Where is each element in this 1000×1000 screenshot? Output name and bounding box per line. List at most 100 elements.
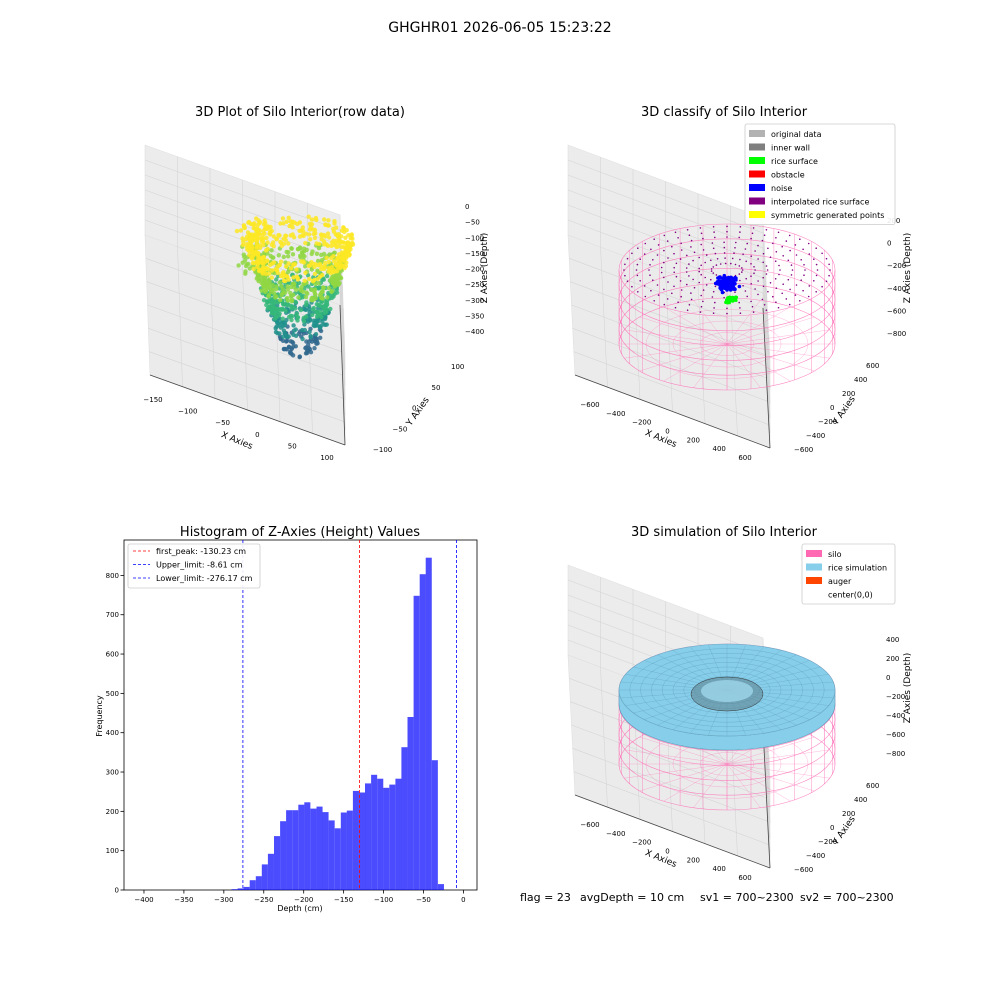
raw-data-point <box>285 254 291 259</box>
raw-data-point <box>281 254 286 260</box>
interpolated-surface-point <box>788 303 791 306</box>
raw-z-axis-label: Z Axies (Depth) <box>480 233 490 304</box>
interpolated-surface-point <box>698 267 700 270</box>
raw-data-point <box>321 285 326 290</box>
interpolated-surface-point <box>636 274 639 277</box>
simulation-y-axis-label: Y Axies <box>830 814 858 847</box>
interpolated-surface-point <box>754 288 756 290</box>
interpolated-surface-point <box>777 231 780 234</box>
interpolated-surface-point <box>663 288 665 291</box>
simulation-x-tick-label: 600 <box>738 874 751 882</box>
raw-y-tick-label: 100 <box>451 363 464 371</box>
raw-data-point <box>255 264 260 270</box>
interpolated-surface-point <box>828 274 830 277</box>
raw-data-point <box>342 240 347 245</box>
raw-data-point <box>320 289 325 294</box>
histogram-y-tick-label: 600 <box>106 651 119 659</box>
histogram-y-tick-label: 500 <box>106 690 119 698</box>
raw-data-point <box>264 226 269 232</box>
raw-data-point <box>276 323 282 328</box>
raw-data-point <box>279 284 284 289</box>
raw-data-point <box>306 342 311 348</box>
raw-data-point <box>327 267 333 272</box>
histogram-bar <box>261 864 268 890</box>
raw-data-point <box>331 254 336 259</box>
interpolated-surface-point <box>807 242 810 245</box>
classify-x-axis-line <box>574 374 771 449</box>
histogram-x-tick-label: −300 <box>214 896 233 904</box>
noise-point <box>733 275 737 280</box>
raw-data-point <box>314 251 320 256</box>
raw-data-point <box>298 307 304 313</box>
raw-data-point <box>246 219 252 225</box>
raw-data-point <box>310 249 315 254</box>
interpolated-surface-point <box>675 275 678 278</box>
raw-data-point <box>329 276 334 281</box>
interpolated-surface-point <box>757 258 759 260</box>
raw-z-tick-label: −400 <box>465 328 484 336</box>
interpolated-surface-point <box>821 285 823 288</box>
interpolated-surface-point <box>795 284 798 286</box>
interpolated-surface-point <box>762 252 765 255</box>
raw-data-point <box>313 332 319 337</box>
interpolated-surface-point <box>666 240 669 242</box>
raw-data-point <box>242 254 247 259</box>
rice-surface-point <box>734 295 738 299</box>
interpolated-surface-point <box>637 247 639 249</box>
raw-data-point <box>241 239 246 244</box>
raw-data-point <box>344 228 349 233</box>
interpolated-surface-point <box>761 239 764 242</box>
raw-data-point <box>304 339 309 344</box>
raw-data-point <box>349 233 354 238</box>
interpolated-surface-point <box>626 257 629 260</box>
sv1-stat: sv1 = 700~2300 <box>700 891 794 904</box>
classify-legend-swatch <box>749 143 765 151</box>
interpolated-surface-point <box>679 280 682 282</box>
interpolated-surface-point <box>765 273 768 275</box>
interpolated-surface-point <box>693 251 696 254</box>
interpolated-surface-point <box>674 306 677 309</box>
interpolated-surface-point <box>738 236 740 239</box>
interpolated-surface-point <box>767 247 769 250</box>
interpolated-surface-point <box>723 246 726 249</box>
classify-x-tick-label: 600 <box>738 454 751 462</box>
raw-data-point <box>277 280 282 285</box>
raw-data-point <box>284 264 289 269</box>
raw-data-point <box>320 296 325 301</box>
raw-data-point <box>255 252 260 257</box>
interpolated-surface-point <box>663 261 665 264</box>
raw-data-point <box>281 278 287 283</box>
classify-y-tick-label: −600 <box>794 446 813 454</box>
raw-data-point <box>318 309 323 314</box>
histogram-bar <box>389 784 396 890</box>
histogram-bar <box>437 884 444 890</box>
raw-x-tick-label: 100 <box>320 454 333 462</box>
simulation-z-tick-label: −600 <box>886 731 905 739</box>
interpolated-surface-point <box>775 237 777 239</box>
interpolated-surface-point <box>713 307 715 309</box>
interpolated-surface-point <box>804 269 806 271</box>
raw-data-point <box>313 295 318 301</box>
interpolated-surface-point <box>803 274 805 277</box>
interpolated-surface-point <box>774 260 777 263</box>
noise-point <box>729 277 734 281</box>
raw-data-point <box>274 284 279 289</box>
raw-data-point <box>257 231 262 236</box>
interpolated-surface-point <box>653 300 655 302</box>
interpolated-surface-point <box>656 254 659 256</box>
raw-data-point <box>334 257 340 262</box>
simulation-legend-swatch <box>806 563 822 571</box>
interpolated-surface-point <box>816 269 819 271</box>
interpolated-surface-point <box>652 259 654 261</box>
interpolated-surface-point <box>777 306 780 309</box>
interpolated-surface-point <box>744 290 747 292</box>
interpolated-surface-point <box>639 280 641 282</box>
interpolated-surface-point <box>690 292 692 294</box>
interpolated-surface-point <box>726 312 728 315</box>
histogram-bar <box>231 889 238 890</box>
raw-data-point <box>329 289 334 294</box>
raw-data-point <box>236 263 241 268</box>
interpolated-surface-point <box>690 298 693 301</box>
interpolated-surface-point <box>660 266 663 269</box>
raw-data-point <box>310 307 316 312</box>
